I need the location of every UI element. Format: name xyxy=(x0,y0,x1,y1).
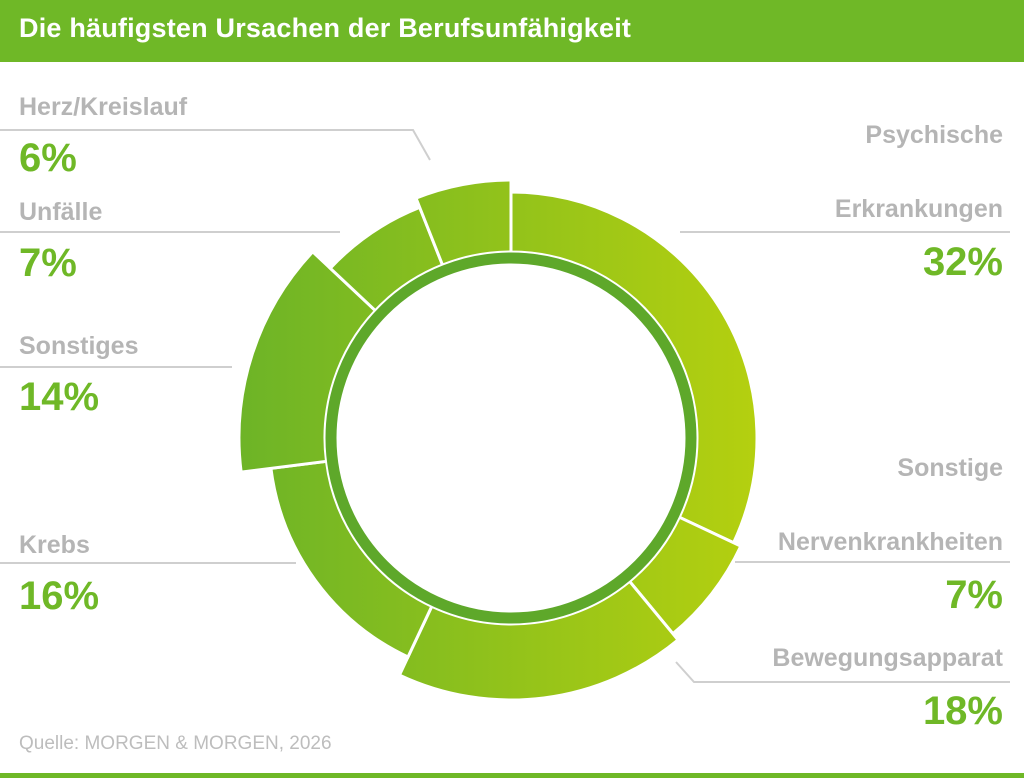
slice-herz-kreislauf xyxy=(414,178,513,268)
slice-psychische-erkrankungen xyxy=(509,190,759,545)
value-unfaelle: 7% xyxy=(19,241,77,285)
value-herz-kreislauf: 6% xyxy=(19,136,77,180)
inner-ring xyxy=(325,252,697,624)
slices-group xyxy=(237,178,759,702)
value-sonstige-nervenkrankheiten: 7% xyxy=(945,573,1003,617)
value-psychische-erkrankungen: 32% xyxy=(923,240,1003,284)
value-bewegungsapparat: 18% xyxy=(923,689,1003,733)
leader-line-herz-kreislauf xyxy=(0,129,431,161)
footer-bar xyxy=(0,773,1024,778)
label-sonstiges: Sonstiges xyxy=(19,332,138,360)
leader-line-bewegungsapparat xyxy=(675,661,1010,683)
value-krebs: 16% xyxy=(19,574,99,618)
label-bewegungsapparat: Bewegungsapparat xyxy=(772,644,1003,672)
label-sonstige-nervenkrankheiten-line2: Nervenkrankheiten xyxy=(778,528,1003,556)
source-note: Quelle: MORGEN & MORGEN, 2026 xyxy=(19,733,332,754)
label-psychische-erkrankungen-line1: Psychische xyxy=(865,121,1003,149)
slice-krebs xyxy=(269,459,434,659)
header-bar: Die häufigsten Ursachen der Berufsunfähi… xyxy=(0,0,1024,62)
label-sonstige-nervenkrankheiten-line1: Sonstige xyxy=(897,454,1003,482)
label-psychische-erkrankungen-line2: Erkrankungen xyxy=(835,195,1003,223)
slice-sonstiges xyxy=(237,249,378,474)
slice-bewegungsapparat xyxy=(397,579,681,702)
value-sonstiges: 14% xyxy=(19,375,99,419)
leader-lines xyxy=(0,129,1010,683)
label-herz-kreislauf: Herz/Kreislauf xyxy=(19,93,188,121)
labels-group: Psychische Erkrankungen 32% Sonstige Nervenk… xyxy=(19,93,1004,733)
chart-title: Die häufigsten Ursachen der Berufsunfähi… xyxy=(19,13,632,43)
label-unfaelle: Unfälle xyxy=(19,198,102,226)
label-krebs: Krebs xyxy=(19,531,90,559)
